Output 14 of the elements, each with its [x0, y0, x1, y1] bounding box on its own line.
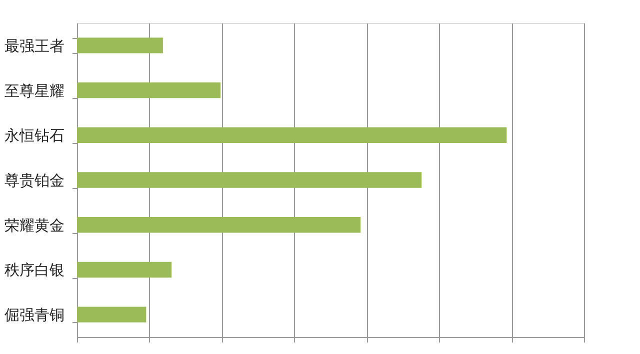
y-tick-label: 荣耀黄金 — [4, 216, 64, 234]
bar — [77, 262, 172, 278]
bar — [77, 172, 422, 188]
y-tick-label: 尊贵铂金 — [4, 172, 64, 190]
bar — [77, 82, 221, 98]
bar — [77, 127, 507, 143]
y-tick-label: 至尊星耀 — [4, 82, 64, 100]
y-tick-label: 倔强青铜 — [4, 306, 64, 324]
bar — [77, 38, 163, 54]
y-tick-label: 永恒钻石 — [4, 126, 64, 145]
y-tick-label: 最强王者 — [4, 36, 64, 55]
y-tick-label: 秩序白银 — [4, 261, 64, 280]
bar — [77, 306, 146, 322]
bar — [77, 217, 361, 233]
